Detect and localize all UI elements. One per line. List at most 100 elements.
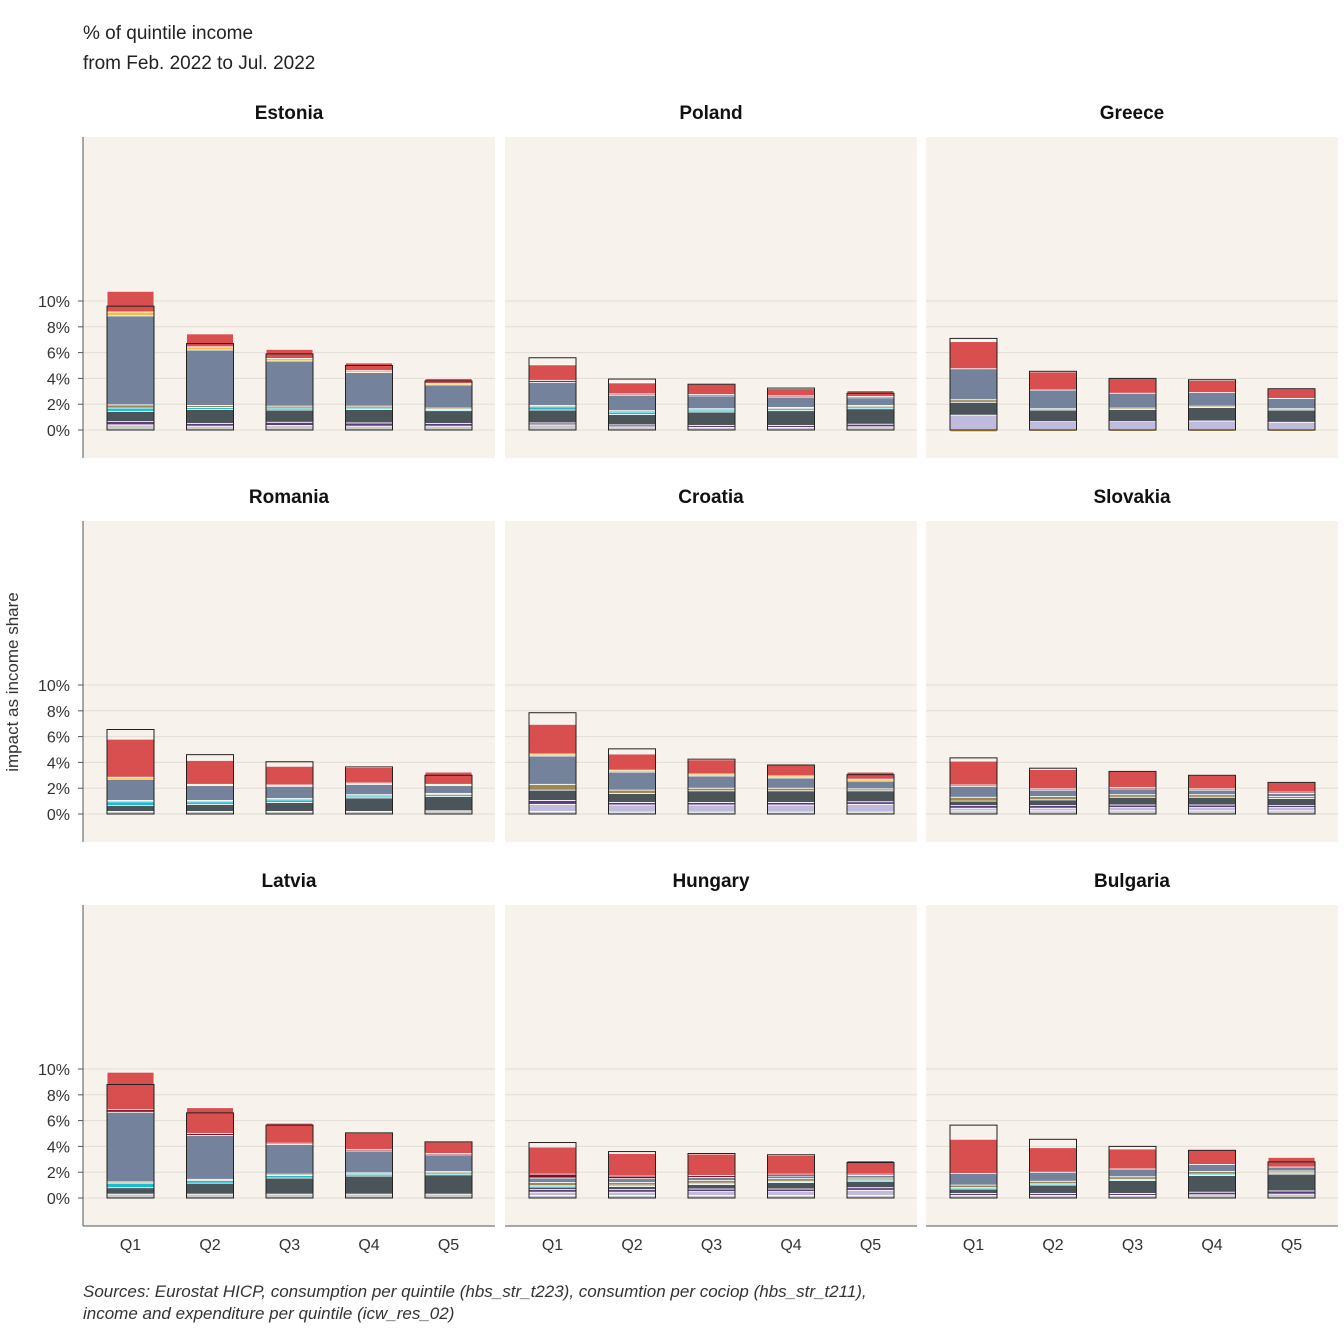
- bar-segment-dark-slate: [608, 1185, 656, 1191]
- bar-segment-olive: [1029, 796, 1077, 801]
- bar-segment-lavender: [1188, 807, 1236, 812]
- bar-total-outline: [687, 1152, 736, 1199]
- bar-segment-dark-slate: [345, 797, 393, 812]
- bar-segment-light-grey: [106, 1193, 155, 1199]
- bar-total-outline: [528, 1142, 577, 1199]
- bar-total-outline: [687, 758, 736, 815]
- bar-total-outline: [106, 305, 155, 431]
- panel-estonia: Estonia 0% 2% 4% 6% 8% 10%: [38, 103, 495, 458]
- x-tick-label: Q5: [1281, 1237, 1302, 1254]
- bar-segment-dark-slate: [1029, 1184, 1077, 1194]
- y-tick-label: 2%: [47, 397, 70, 414]
- bar-segment-slate-blue: [424, 384, 473, 409]
- bar-q2: [186, 333, 234, 431]
- bar-q5: [424, 377, 473, 431]
- bar-segment-olive: [106, 404, 155, 409]
- bar-q4: [1188, 1149, 1236, 1199]
- bar-segment-slate-blue: [1188, 789, 1236, 796]
- bar-segment-red: [345, 767, 393, 784]
- bar-segment-dark-slate: [687, 1184, 736, 1190]
- bar-q3: [1108, 770, 1157, 815]
- bar-segment-purple: [106, 421, 155, 426]
- bar-segment-slate-blue: [949, 1173, 998, 1186]
- y-tick-label: 6%: [47, 1114, 70, 1131]
- panel-title: Greece: [1100, 103, 1164, 124]
- bar-segment-red: [1108, 377, 1157, 394]
- bar-segment-red: [345, 362, 393, 372]
- bar-segment-dark-slate: [1108, 796, 1157, 806]
- source-caption-line-1: Sources: Eurostat HICP, consumption per …: [83, 1282, 867, 1301]
- bar-segment-lavender: [1108, 421, 1157, 431]
- bar-segment-red: [265, 1122, 314, 1144]
- bar-total-outline: [528, 357, 577, 431]
- bar-total-outline: [949, 337, 998, 431]
- bar-segment-red: [1267, 388, 1316, 399]
- bar-segment-slate-blue: [767, 396, 815, 408]
- bar-segment-dark-slate: [106, 410, 155, 423]
- bar-total-outline: [1267, 781, 1316, 815]
- bar-q2: [608, 748, 656, 815]
- bar-segment-slate-blue: [1029, 389, 1077, 410]
- bar-segment-red: [106, 290, 155, 313]
- bar-segment-lavender: [767, 1191, 815, 1196]
- bar-segment-lavender: [528, 1191, 577, 1196]
- x-tick-label: Q4: [780, 1237, 801, 1254]
- bar-segment-red: [345, 1132, 393, 1151]
- bar-segment-slate-blue: [265, 360, 314, 407]
- bar-total-outline: [1108, 377, 1157, 431]
- bar-segment-red: [1029, 769, 1077, 790]
- bar-q3: [687, 383, 736, 431]
- bar-total-outline: [767, 1154, 815, 1199]
- bar-segment-light-grey: [345, 425, 393, 431]
- bar-q3: [1108, 1145, 1157, 1199]
- bar-segment-dark-slate: [265, 409, 314, 423]
- panel-greece: Greece: [926, 103, 1338, 458]
- x-tick-label: Q4: [1201, 1237, 1222, 1254]
- bar-segment-red: [528, 723, 577, 755]
- panel-title: Estonia: [255, 103, 324, 124]
- bar-segment-light-grey: [528, 424, 577, 431]
- bar-q3: [687, 1152, 736, 1199]
- bar-segment-red: [1029, 371, 1077, 391]
- x-tick-label: Q1: [963, 1237, 984, 1254]
- y-tick-label: 8%: [47, 704, 70, 721]
- bar-segment-purple: [528, 800, 577, 805]
- bar-segment-dark-slate: [949, 1188, 998, 1194]
- bar-segment-red: [687, 383, 736, 395]
- bar-segment-red: [186, 1107, 234, 1134]
- bar-segment-lavender: [846, 1189, 895, 1196]
- bar-segment-dark-slate: [949, 800, 998, 807]
- bar-q1: [106, 1071, 155, 1199]
- source-caption-line-2: income and expenditure per quintile (icw…: [83, 1304, 455, 1323]
- bar-segment-slate-blue: [186, 349, 234, 406]
- panel-croatia: Croatia: [505, 487, 917, 842]
- bar-segment-dark-slate: [1267, 409, 1316, 423]
- bar-q1: [106, 290, 155, 431]
- bar-segment-slate-blue: [1108, 1168, 1157, 1178]
- bar-segment-light-grey: [186, 1193, 234, 1199]
- bar-segment-red: [424, 771, 473, 785]
- bar-segment-slate-blue: [1108, 788, 1157, 796]
- bar-segment-lavender: [687, 804, 736, 813]
- bar-segment-red: [1267, 781, 1316, 793]
- bar-segment-red: [1188, 379, 1236, 393]
- bar-segment-slate-blue: [345, 783, 393, 796]
- bar-total-outline: [186, 1112, 234, 1199]
- x-tick-label: Q1: [120, 1237, 141, 1254]
- bar-q1: [949, 1124, 998, 1199]
- bar-segment-slate-blue: [767, 777, 815, 789]
- bar-segment-dark-slate: [608, 792, 656, 803]
- bar-segment-slate-blue: [846, 780, 895, 790]
- bar-segment-light-grey: [265, 425, 314, 431]
- bar-segment-dark-slate: [949, 401, 998, 416]
- bar-segment-gold: [186, 346, 234, 351]
- bar-segment-lavender: [608, 804, 656, 813]
- bar-segment-slate-blue: [608, 1178, 656, 1183]
- bar-q5: [424, 771, 473, 815]
- bar-segment-dark-slate: [186, 1182, 234, 1195]
- bar-segment-purple: [1267, 1190, 1316, 1195]
- bar-total-outline: [1267, 388, 1316, 431]
- bar-segment-slate-blue: [186, 785, 234, 801]
- bar-total-outline: [1108, 1145, 1157, 1199]
- bar-segment-lavender: [528, 803, 577, 812]
